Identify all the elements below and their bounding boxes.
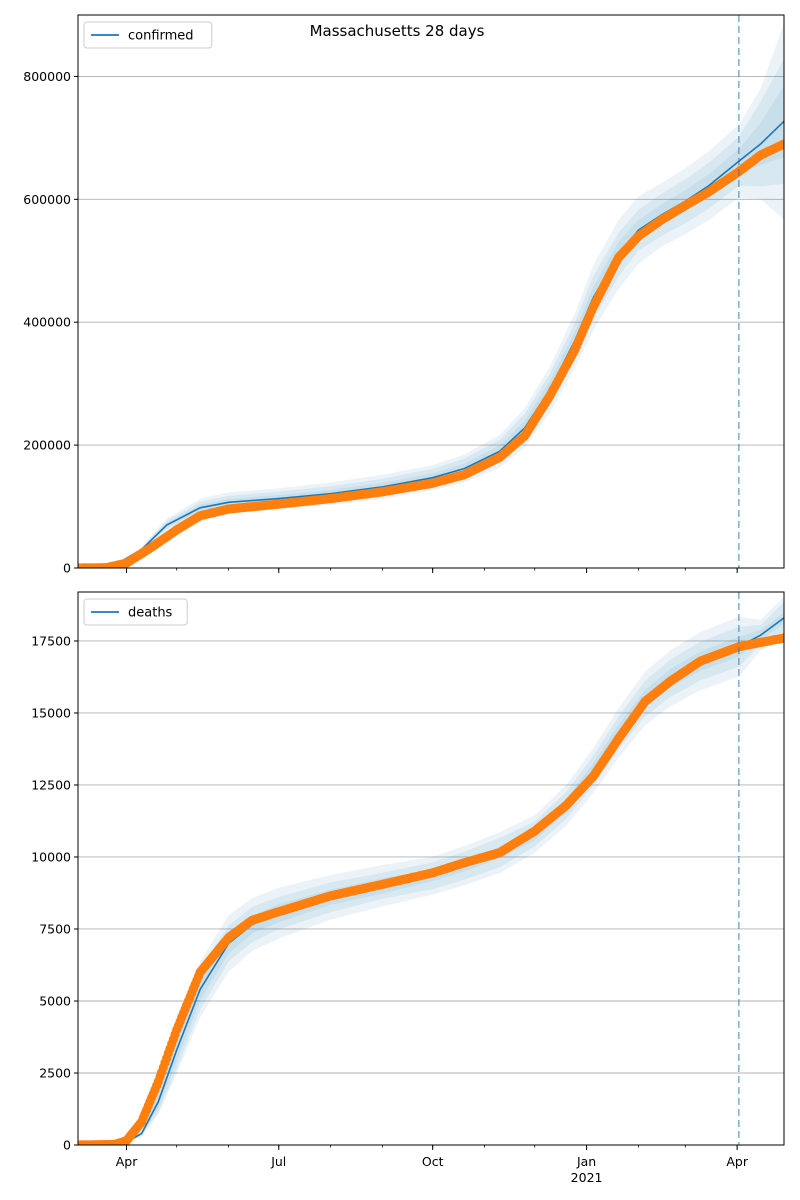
x-tick-label: Jan: [576, 1154, 596, 1169]
legend-label: deaths: [128, 606, 173, 621]
legend-box: [83, 21, 213, 49]
observed-series: [78, 139, 784, 568]
axes-frame: [77, 591, 785, 1146]
figure-title: Massachusetts 28 days: [310, 22, 485, 40]
legend: deaths: [83, 598, 188, 626]
deaths-panel: 0 2500 5000 7500 10000 12500 15000 17500 Apr Jul O…: [31, 591, 785, 1185]
y-tick-label: 400000: [23, 315, 71, 330]
y-tick-label: 0: [63, 561, 71, 576]
y-tick-label: 17500: [31, 633, 71, 648]
legend-label: confirmed: [128, 29, 194, 44]
y-tick-label: 200000: [23, 438, 71, 453]
y-tick-label: 12500: [31, 777, 71, 792]
y-tick-label: 2500: [39, 1065, 71, 1080]
x-tick-label: Apr: [116, 1154, 138, 1169]
y-tick-label: 5000: [39, 993, 71, 1008]
y-tick-label: 10000: [31, 849, 71, 864]
y-tick-label: 0: [63, 1138, 71, 1153]
observed-point: [779, 633, 784, 643]
y-tick-label: 15000: [31, 705, 71, 720]
y-tick-label: 800000: [23, 69, 71, 84]
uncertainty-band: [78, 612, 784, 1145]
confirmed-panel: 0 200000 400000 600000 800000 confirmed: [23, 14, 785, 576]
y-tick-label: 7500: [39, 921, 71, 936]
legend-box: [83, 598, 188, 626]
x-tick-sublabel: 2021: [571, 1170, 603, 1185]
axes-frame: [77, 14, 785, 569]
x-tick-label: Oct: [422, 1154, 444, 1169]
y-tick-label: 600000: [23, 192, 71, 207]
observed-series: [78, 633, 784, 1145]
x-tick-label: Jul: [270, 1154, 286, 1169]
plot-area: [78, 23, 784, 568]
x-tick-label: Apr: [726, 1154, 748, 1169]
observed-point: [779, 139, 784, 149]
plot-area: [78, 596, 784, 1145]
legend: confirmed: [83, 21, 213, 49]
